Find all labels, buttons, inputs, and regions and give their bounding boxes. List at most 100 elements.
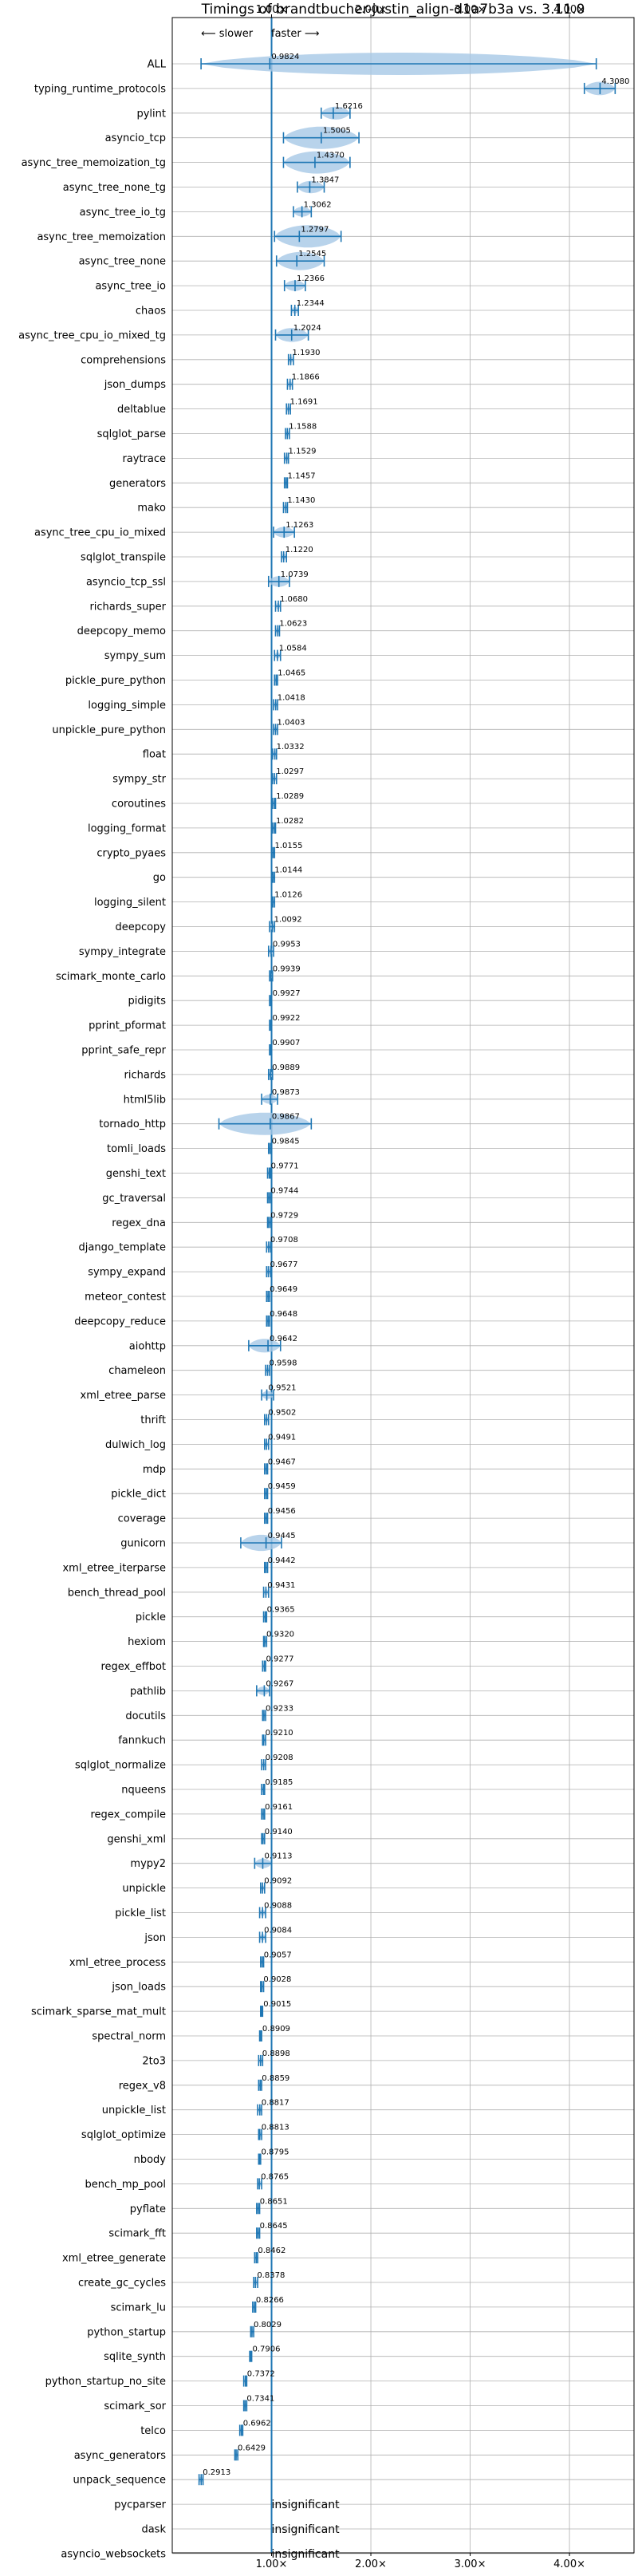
benchmark-value-label: 0.8266 xyxy=(256,2296,284,2305)
benchmark-value-label: 1.2797 xyxy=(301,225,329,234)
benchmark-value-label: 1.2366 xyxy=(297,274,325,283)
benchmark-label: deltablue xyxy=(117,404,166,416)
benchmark-label: pidigits xyxy=(128,996,167,1008)
x-tick-label: 3.00× xyxy=(455,2558,486,2570)
benchmark-value-label: 0.9140 xyxy=(265,1828,293,1836)
benchmark-label: python_startup_no_site xyxy=(45,2376,166,2388)
benchmark-value-label: 0.8651 xyxy=(260,2197,288,2206)
x-tick-label: 4.00× xyxy=(553,4,585,16)
chart-title: Timings of brandtbucher-justin_align-d1a… xyxy=(201,2,585,18)
benchmark-value-label: 1.0403 xyxy=(278,718,305,727)
benchmark-label: logging_simple xyxy=(88,700,166,712)
benchmark-value-label: 1.0623 xyxy=(279,620,307,629)
benchmark-value-label: 0.9442 xyxy=(268,1556,296,1565)
benchmark-value-label: 0.9320 xyxy=(266,1631,294,1639)
benchmark-label: async_tree_io_tg xyxy=(80,207,166,219)
benchmark-label: unpickle_pure_python xyxy=(52,724,166,736)
benchmark-label: sqlglot_optimize xyxy=(81,2129,166,2141)
benchmark-value-label: 0.9771 xyxy=(271,1162,299,1171)
x-tick-label: 2.00× xyxy=(355,4,387,16)
benchmark-value-label: 0.9057 xyxy=(264,1951,292,1959)
benchmark-label: go xyxy=(153,872,166,884)
benchmark-value-label: 1.6216 xyxy=(335,102,363,111)
benchmark-value-label: 1.1588 xyxy=(289,423,317,432)
benchmark-label: sqlglot_transpile xyxy=(81,552,166,564)
benchmark-label: deepcopy_memo xyxy=(77,625,166,637)
benchmark-label: logging_format xyxy=(88,823,166,834)
benchmark-label: bench_thread_pool xyxy=(68,1587,166,1599)
benchmark-value-label: 1.0739 xyxy=(281,570,309,579)
benchmark-marks: 0.9824 4.3080 1.6216 1.5005 1.4370 1.3847 1.30… xyxy=(198,53,629,2561)
benchmark-label: asyncio_tcp_ssl xyxy=(86,576,166,588)
benchmark-label: sympy_integrate xyxy=(79,946,166,958)
benchmark-value-label: 1.0144 xyxy=(274,866,302,875)
benchmark-label: logging_silent xyxy=(94,897,166,909)
benchmark-label: raytrace xyxy=(122,453,166,465)
benchmark-label: pickle_list xyxy=(115,1907,166,1919)
benchmark-value-label: 0.9907 xyxy=(272,1039,300,1047)
benchmark-value-label: 0.9598 xyxy=(270,1359,297,1368)
slower-annotation: ⟵ slower xyxy=(201,28,254,40)
benchmark-value-label: 1.1691 xyxy=(290,398,318,407)
benchmark-label: chaos xyxy=(136,306,166,318)
benchmark-label: tomli_loads xyxy=(107,1143,166,1155)
benchmark-label: regex_v8 xyxy=(119,2080,166,2092)
benchmark-label: docutils xyxy=(125,1710,166,1722)
benchmark-label: richards_super xyxy=(89,601,166,613)
benchmark-label: genshi_text xyxy=(106,1168,166,1180)
benchmark-value-label: 0.9088 xyxy=(264,1902,292,1911)
benchmark-value-label: 0.9927 xyxy=(273,989,301,998)
benchmark-value-label: 1.0126 xyxy=(274,891,302,900)
benchmark-label: chameleon xyxy=(108,1365,166,1377)
benchmark-value-label: 0.8462 xyxy=(258,2247,286,2255)
benchmark-value-label: 0.6429 xyxy=(238,2444,266,2452)
benchmark-value-label: 0.9028 xyxy=(263,1975,291,1984)
benchmark-label: nbody xyxy=(134,2154,167,2166)
benchmark-value-label: 0.9648 xyxy=(270,1310,297,1319)
benchmark-value-label: 0.9467 xyxy=(268,1458,296,1466)
benchmark-label: mako xyxy=(137,503,166,515)
benchmark-value-label: 0.9113 xyxy=(264,1852,292,1861)
benchmark-value-label: 4.3080 xyxy=(601,77,629,86)
benchmark-value-label: 0.9233 xyxy=(266,1704,293,1713)
benchmark-label: python_startup xyxy=(87,2326,166,2338)
benchmark-label: 2to3 xyxy=(142,2055,166,2067)
benchmark-value-label: 1.0332 xyxy=(277,743,305,751)
benchmark-value-label: 0.9677 xyxy=(270,1260,297,1269)
benchmark-value-label: 0.9208 xyxy=(266,1753,293,1762)
benchmark-value-label: 0.9210 xyxy=(266,1729,293,1738)
grid-lines xyxy=(172,18,634,2554)
benchmark-value-label: 0.8909 xyxy=(262,2025,290,2034)
benchmark-label: scimark_sparse_mat_mult xyxy=(31,2006,166,2018)
benchmark-label: async_tree_cpu_io_mixed_tg xyxy=(18,329,166,341)
benchmark-value-label: 0.9824 xyxy=(271,53,299,61)
benchmark-label: xml_etree_process xyxy=(69,1957,166,1969)
benchmark-label: pycparser xyxy=(114,2499,166,2511)
benchmark-label: fannkuch xyxy=(118,1735,166,1747)
benchmark-value-label: 0.8859 xyxy=(262,2074,289,2083)
benchmark-label: json_dumps xyxy=(104,379,166,391)
benchmark-label: sqlglot_parse xyxy=(97,428,166,440)
x-tick-label: 3.00× xyxy=(455,4,486,16)
benchmark-label: typing_runtime_protocols xyxy=(34,83,166,95)
benchmark-label: mypy2 xyxy=(130,1858,166,1870)
benchmark-value-label: 0.9092 xyxy=(264,1877,292,1886)
benchmark-value-label: 1.1430 xyxy=(287,496,315,505)
benchmark-value-label: 1.0465 xyxy=(278,669,305,678)
benchmark-label: deepcopy xyxy=(115,921,166,933)
benchmark-value-label: 0.9729 xyxy=(270,1211,298,1220)
benchmark-value-label: 1.0282 xyxy=(276,817,304,826)
benchmark-value-label: 1.1457 xyxy=(288,471,316,480)
benchmark-label: deepcopy_reduce xyxy=(74,1316,166,1327)
benchmark-label: sympy_expand xyxy=(88,1267,166,1279)
benchmark-value-label: 0.2913 xyxy=(203,2468,230,2477)
benchmark-value-label: 0.8645 xyxy=(260,2222,288,2231)
benchmark-value-label: 1.0155 xyxy=(274,842,302,850)
benchmark-value-label: 0.9185 xyxy=(265,1778,293,1787)
benchmark-value-label: 1.1866 xyxy=(292,373,320,382)
benchmark-label: float xyxy=(143,749,166,761)
benchmark-value-label: 0.7372 xyxy=(247,2370,275,2379)
benchmark-value-label: 0.9873 xyxy=(272,1088,300,1097)
